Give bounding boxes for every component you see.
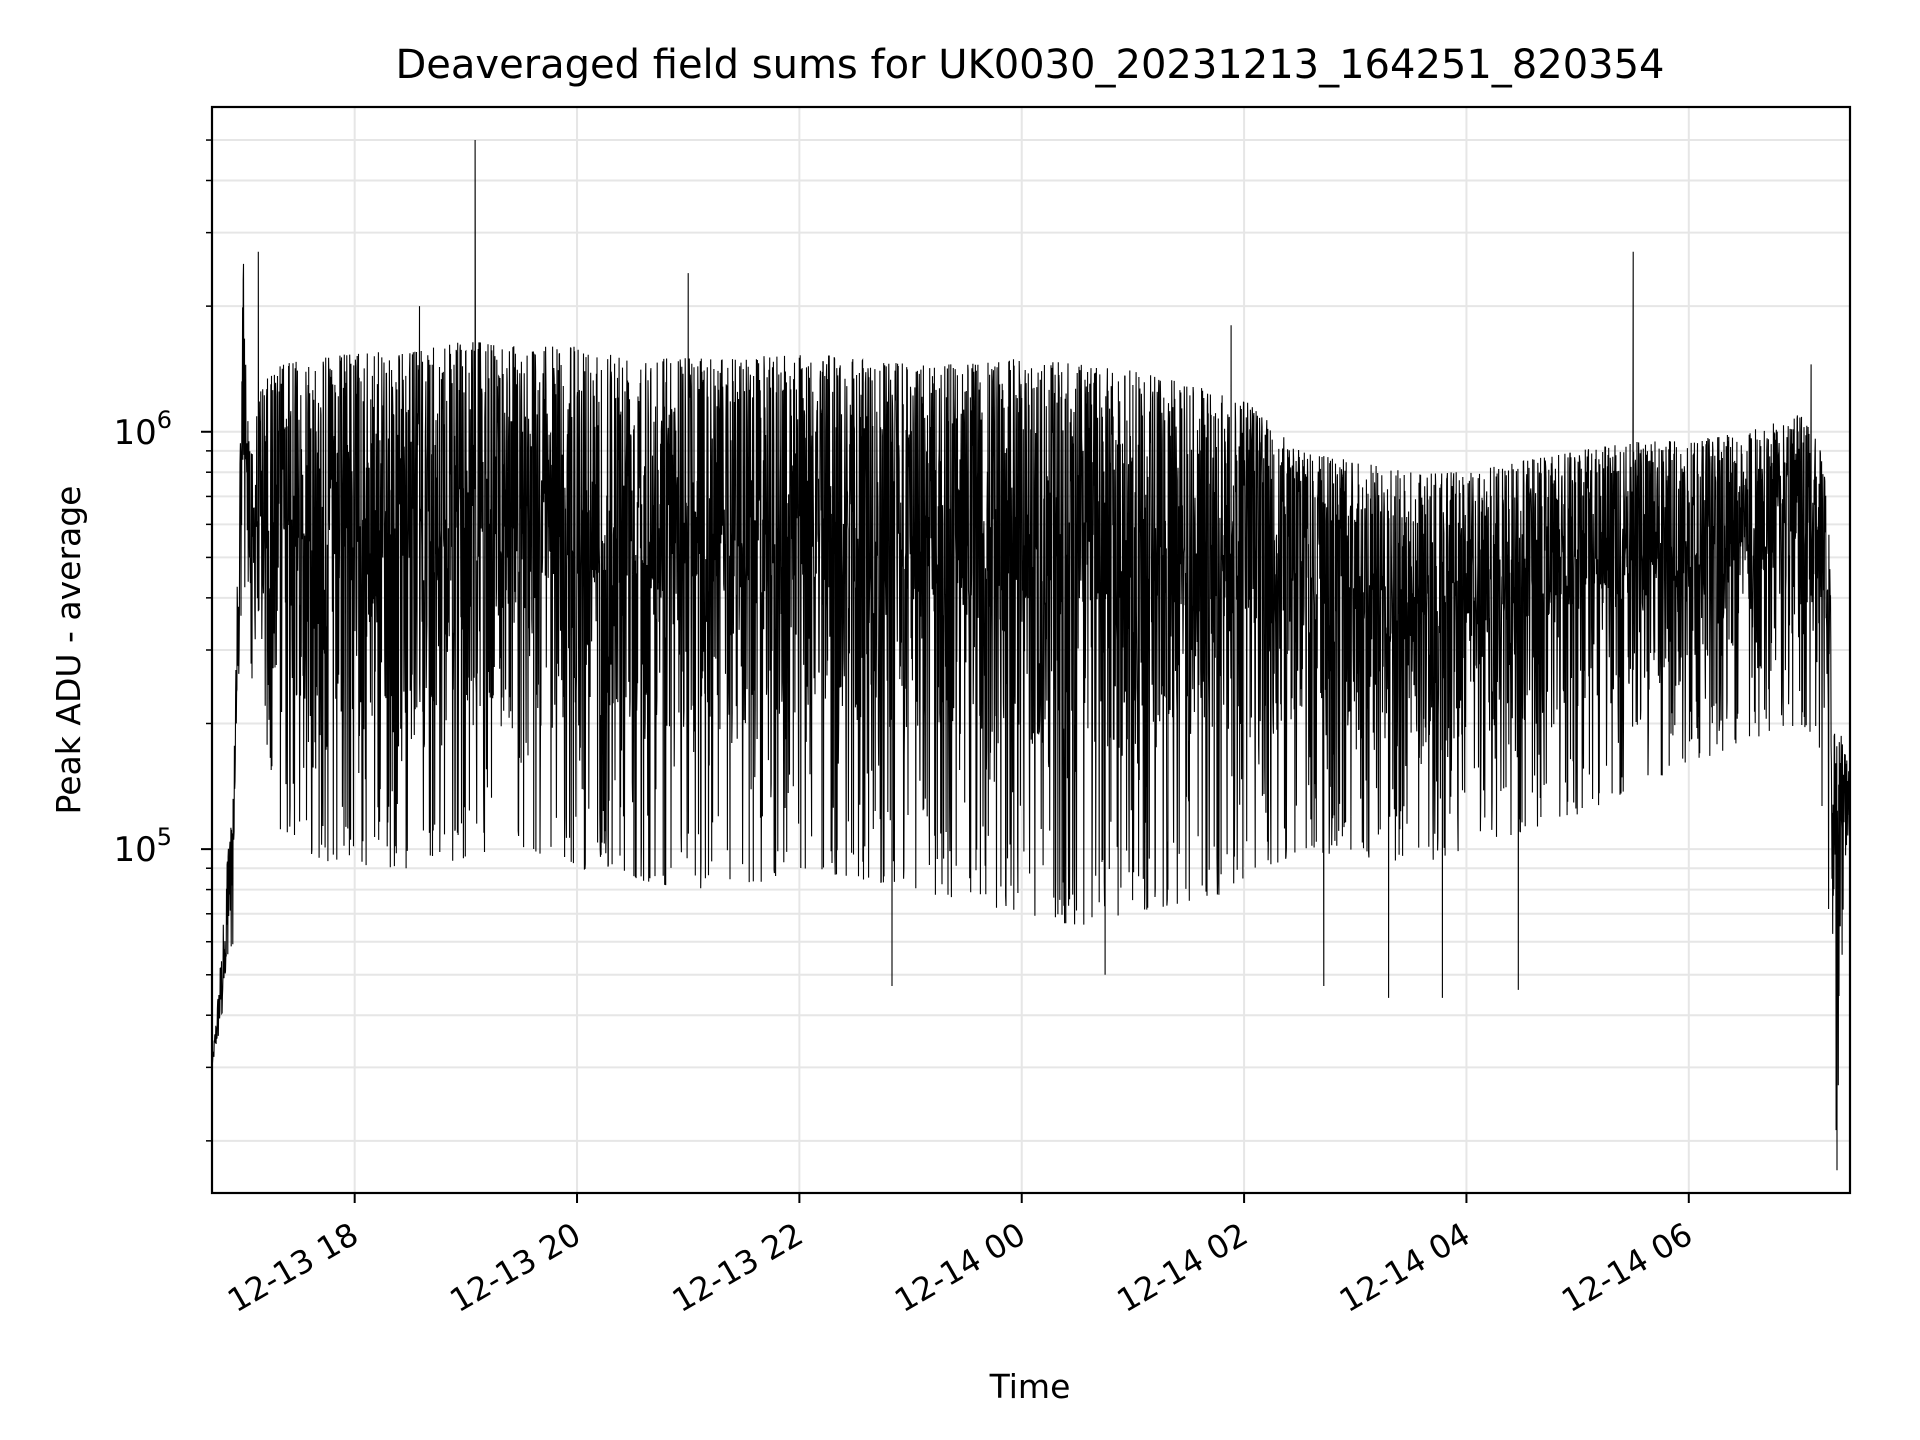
series-line [211,139,1851,1171]
x-tick-label: 12-14 06 [1555,1215,1699,1320]
y-axis-label: Peak ADU - average [49,486,88,815]
chart-title: Deaveraged field sums for UK0030_2023121… [395,42,1664,88]
x-axis-label: Time [989,1367,1071,1406]
x-tick-label: 12-13 18 [221,1215,365,1320]
x-tick-label: 12-13 22 [666,1215,810,1320]
y-axis: 105 106 [113,139,212,1142]
x-axis: 12-13 18 12-13 20 12-13 22 12-14 00 12-14 02… [221,1193,1699,1320]
x-tick-label: 12-13 20 [443,1215,587,1320]
x-tick-label: 12-14 00 [888,1215,1032,1320]
y-tick-label: 105 [113,823,172,870]
y-tick-label: 106 [113,406,172,453]
x-tick-label: 12-14 02 [1110,1215,1254,1320]
x-tick-label: 12-14 04 [1333,1215,1477,1320]
